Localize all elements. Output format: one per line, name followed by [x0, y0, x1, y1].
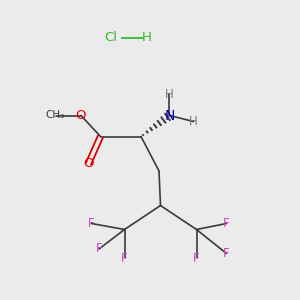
Text: F: F: [96, 242, 102, 256]
Text: O: O: [76, 109, 86, 122]
Text: O: O: [83, 157, 94, 170]
Text: F: F: [193, 251, 200, 265]
Text: H: H: [142, 31, 152, 44]
Text: H: H: [189, 115, 198, 128]
Text: F: F: [88, 217, 95, 230]
Text: F: F: [223, 217, 230, 230]
Text: CH₃: CH₃: [46, 110, 65, 121]
Text: N: N: [164, 109, 175, 122]
Text: H: H: [165, 88, 174, 101]
Text: F: F: [121, 251, 128, 265]
Text: Cl: Cl: [104, 31, 118, 44]
Text: F: F: [223, 247, 230, 260]
